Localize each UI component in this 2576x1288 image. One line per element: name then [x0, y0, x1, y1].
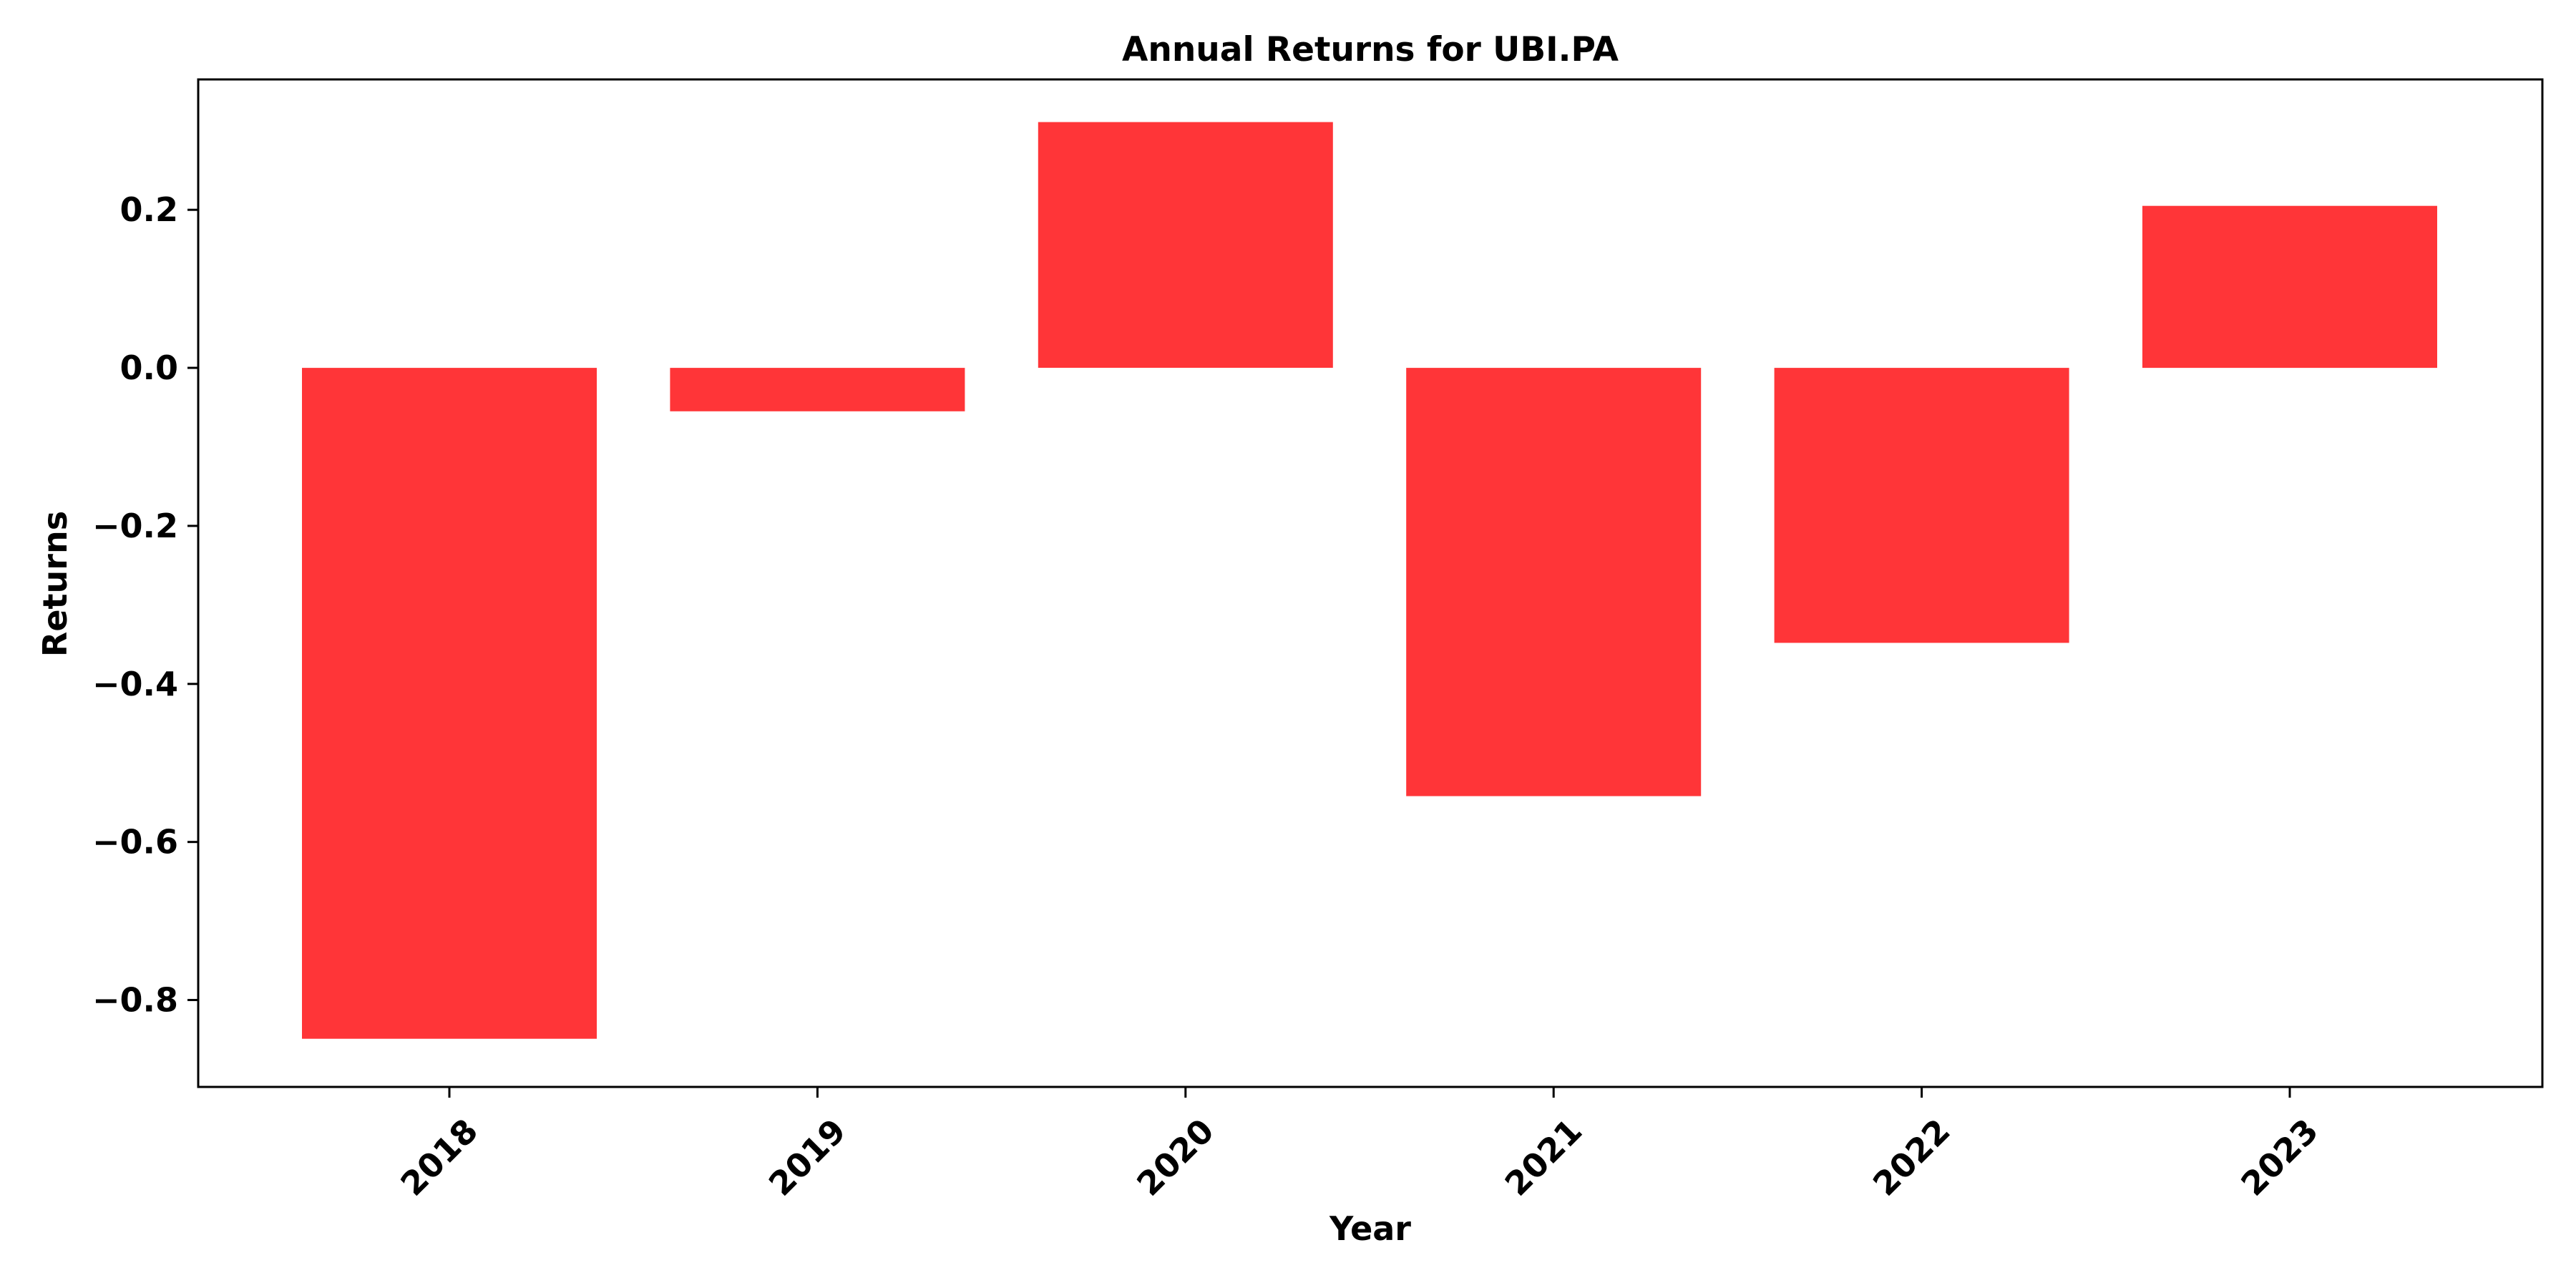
bar-2023: [2142, 205, 2437, 369]
bar-2019: [670, 368, 965, 411]
bar-2020: [1038, 122, 1333, 368]
bar-2022: [1774, 368, 2069, 643]
x-tick-label: 2023: [2233, 1111, 2326, 1204]
bar-2021: [1406, 368, 1702, 796]
x-axis-label: Year: [1329, 1209, 1411, 1248]
y-axis-ticks: 0.2 0.0 −0.2 −0.4 −0.6 −0.8: [92, 190, 198, 1020]
x-tick-label: 2022: [1865, 1111, 1958, 1204]
plot-frame: [197, 78, 2544, 1088]
bars-group: [302, 122, 2437, 1039]
y-tick-label: −0.2: [92, 507, 178, 545]
y-tick-label: 0.0: [120, 348, 179, 387]
x-tick-label: 2018: [393, 1111, 485, 1204]
bar-2018: [302, 368, 597, 1039]
y-tick-label: −0.4: [92, 665, 178, 703]
x-tick-label: 2021: [1498, 1111, 1590, 1204]
x-tick-label: 2019: [761, 1111, 854, 1204]
y-axis-label: Returns: [36, 511, 74, 657]
chart-title: Annual Returns for UBI.PA: [1122, 30, 1619, 69]
y-tick-label: −0.6: [92, 823, 178, 862]
y-tick-label: 0.2: [120, 190, 179, 229]
y-tick-label: −0.8: [92, 981, 178, 1020]
x-axis-ticks: 2018 2019 2020 2021 2022 2023: [393, 1087, 2326, 1204]
x-tick-label: 2020: [1129, 1111, 1221, 1204]
